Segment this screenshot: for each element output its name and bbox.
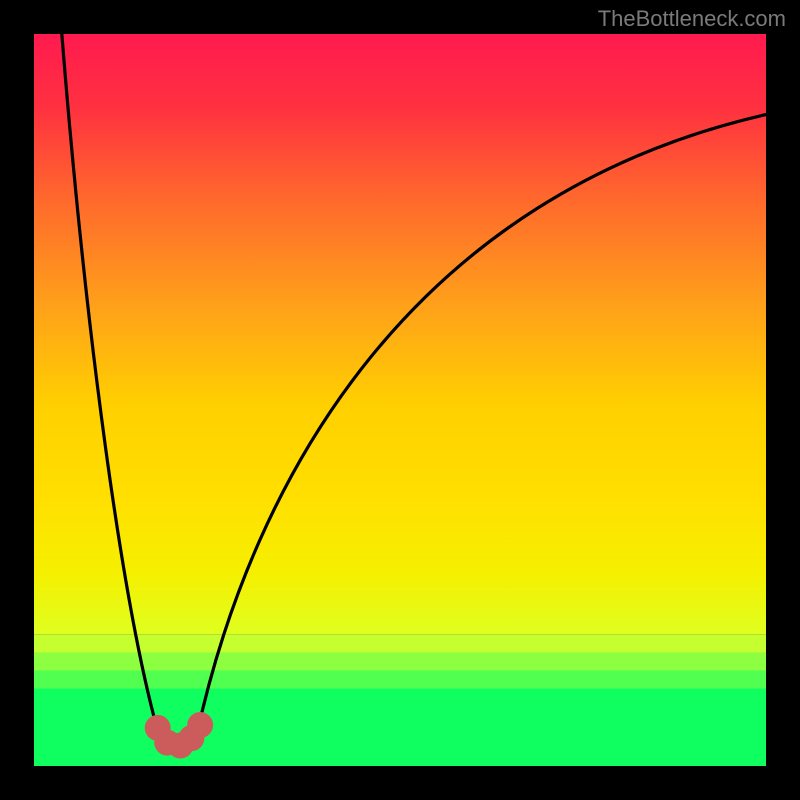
gradient-background [0, 0, 800, 800]
watermark-text: TheBottleneck.com [598, 6, 786, 32]
chart-container: TheBottleneck.com [0, 0, 800, 800]
